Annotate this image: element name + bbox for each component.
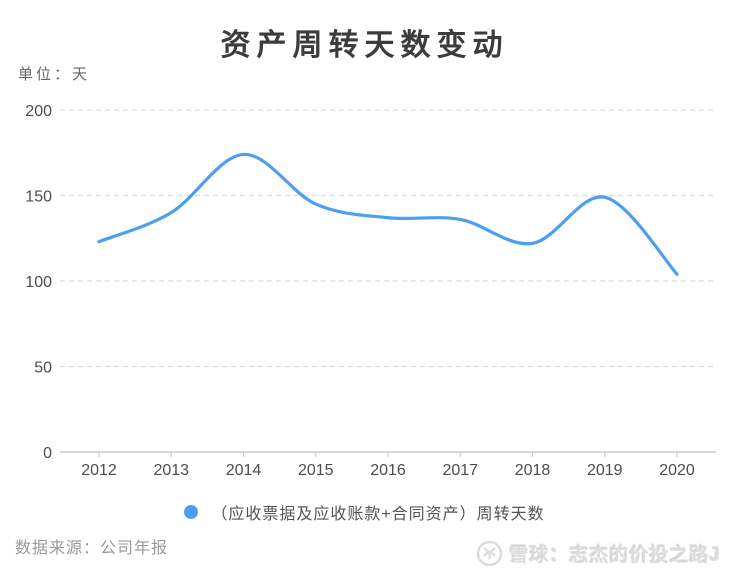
- series-line: [97, 152, 679, 276]
- watermark-text: 雪球：志杰的价投之路J: [509, 545, 721, 566]
- y-axis-tick-label: 200: [25, 103, 52, 120]
- x-axis-tick-label: 2014: [226, 462, 262, 479]
- y-axis-tick-label: 0: [43, 445, 52, 462]
- y-axis-tick-label: 50: [34, 360, 52, 377]
- x-axis-tick-label: 2018: [515, 462, 551, 479]
- chart-title: 资产周转天数变动: [220, 29, 509, 62]
- y-axis-tick-label: 150: [25, 189, 52, 206]
- legend-marker-icon: [184, 505, 199, 519]
- xueqiu-logo-icon: [477, 540, 503, 567]
- data-source-note: 数据来源：公司年报: [15, 540, 169, 557]
- x-axis-tick-label: 2016: [370, 462, 406, 479]
- y-axis-tick-label: 100: [25, 274, 52, 291]
- legend-item[interactable]: （应收票据及应收账款+合同资产）周转天数: [0, 500, 729, 524]
- x-axis-tick-label: 2012: [81, 462, 117, 479]
- x-axis-tick-label: 2019: [587, 462, 623, 479]
- x-axis-tick-label: 2015: [298, 462, 334, 479]
- watermark: 雪球：志杰的价投之路J: [476, 540, 721, 567]
- y-axis-unit-label: 单位：天: [18, 66, 91, 83]
- x-axis-tick-label: 2020: [659, 462, 695, 479]
- x-axis-tick-label: 2013: [153, 462, 189, 479]
- legend-label: （应收票据及应收账款+合同资产）周转天数: [211, 506, 545, 523]
- x-axis-tick-label: 2017: [442, 462, 478, 479]
